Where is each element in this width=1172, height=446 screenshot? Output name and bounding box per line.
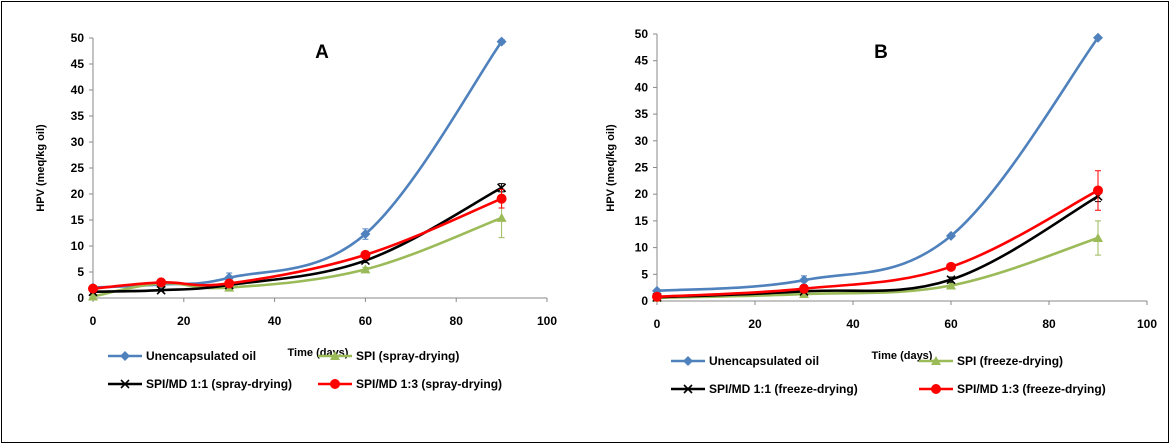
panel-a-x-tick-label: 100 xyxy=(537,314,557,328)
panel-a-series-2-line xyxy=(92,186,503,294)
panel-b-legend-3-swatch-marker xyxy=(931,384,941,394)
panel-b-y-tick-label: 40 xyxy=(635,80,649,94)
panel-a-series-3-point xyxy=(224,278,235,289)
panel-a-y-tick-label: 50 xyxy=(71,31,85,45)
panel-b: B HPV (meq/kg oil) Time (days) 0 5 10 15 20 2… xyxy=(605,27,1157,396)
panel-b-legend-1-swatch-marker xyxy=(931,356,941,365)
panel-a-series-3-point xyxy=(360,249,371,260)
panel-a-title: A xyxy=(315,42,329,63)
panel-a-y-axis-label: HPV (meq/kg oil) xyxy=(35,124,47,212)
panel-b-title: B xyxy=(874,42,888,63)
panel-b-legend-2-swatch-marker xyxy=(683,384,693,394)
panel-b-series-3-point xyxy=(652,291,662,302)
panel-b-series-0-point xyxy=(799,275,809,286)
panel-b-series-3-line xyxy=(656,189,1099,299)
panel-a-x-tick-label: 80 xyxy=(450,314,464,328)
panel-b-y-tick-label: 50 xyxy=(635,27,649,41)
panel-a-y-tick-label: 40 xyxy=(71,83,85,97)
panel-b-legend-0-swatch-marker xyxy=(683,356,693,366)
panel-a-y-tick-label: 10 xyxy=(71,239,85,253)
panel-b-y-tick-label: 35 xyxy=(635,107,649,121)
panel-b-x-tick-label: 0 xyxy=(654,317,661,331)
panel-b-series-3-point xyxy=(946,261,956,272)
panel-a-y-tick-label: 45 xyxy=(71,57,85,71)
panel-b-y-tick-label: 30 xyxy=(635,134,649,148)
panel-a-series-3-line xyxy=(92,197,503,290)
panel-a-series-0-point xyxy=(496,36,507,47)
panel-a: A HPV (meq/kg oil) Time (days) 051015202… xyxy=(35,31,557,391)
panel-a-series-3-point xyxy=(156,277,167,288)
panel-b-legend-2-label: SPI/MD 1:1 (freeze-drying) xyxy=(709,382,858,396)
panel-a-legend-1-swatch-marker xyxy=(330,351,340,360)
panel-a-y-tick-label: 0 xyxy=(77,291,84,305)
panel-b-x-tick-label: 80 xyxy=(1042,317,1056,331)
panel-a-y-tick-label: 20 xyxy=(71,187,85,201)
panel-a-series-1-line xyxy=(92,216,503,298)
panel-b-x-tick-label: 20 xyxy=(748,317,762,331)
panel-b-series-3-point xyxy=(1093,185,1103,196)
panel-a-x-tick-label: 60 xyxy=(359,314,373,328)
panel-a-series-1-point xyxy=(360,264,371,274)
panel-a-series-2-point xyxy=(497,183,507,193)
panel-a-x-tick-label: 20 xyxy=(177,314,191,328)
panel-b-y-tick-label: 10 xyxy=(635,241,649,255)
panel-a-x-tick-label: 0 xyxy=(90,314,97,328)
panel-a-y-tick-label: 15 xyxy=(71,213,85,227)
panel-b-series-3-point xyxy=(799,283,809,294)
panel-a-series-1-point xyxy=(496,212,507,222)
panel-a-legend-2-swatch-marker xyxy=(120,379,130,389)
panel-a-series-0-line xyxy=(92,40,503,289)
panel-a-y-tick-label: 30 xyxy=(71,135,85,149)
panel-b-series-1-point xyxy=(1093,232,1103,242)
panel-b-y-tick-label: 15 xyxy=(635,214,649,228)
panel-b-y-axis-label: HPV (meq/kg oil) xyxy=(605,124,617,212)
panel-b-y-tick-label: 5 xyxy=(641,267,648,281)
panel-a-legend-0-swatch-marker xyxy=(120,351,130,361)
panel-a-series-3-point xyxy=(496,193,507,204)
panel-b-x-tick-label: 60 xyxy=(944,317,958,331)
panel-b-x-axis-label: Time (days) xyxy=(872,350,933,362)
panel-b-x-tick-label: 40 xyxy=(846,317,860,331)
panel-b-y-tick-label: 20 xyxy=(635,187,649,201)
panel-b-legend-1-label: SPI (freeze-drying) xyxy=(957,354,1063,368)
panel-b-series-0-point xyxy=(946,230,956,241)
panel-a-series-0-point xyxy=(360,229,371,240)
panel-a-legend-1-label: SPI (spray-drying) xyxy=(356,349,459,363)
panel-a-legend-0-label: Unencapsulated oil xyxy=(146,349,256,363)
panel-a-series-3-point xyxy=(88,283,98,294)
panel-a-legend-3-swatch-marker xyxy=(330,379,340,389)
panel-a-series-1-point xyxy=(88,291,98,301)
panel-b-series-1-line xyxy=(656,236,1099,300)
panel-b-x-tick-label: 100 xyxy=(1137,317,1157,331)
panel-b-y-tick-label: 25 xyxy=(635,161,649,175)
panel-a-y-tick-label: 5 xyxy=(77,265,84,279)
panel-a-series-2-point xyxy=(156,285,166,295)
panel-a-x-tick-label: 40 xyxy=(268,314,282,328)
panel-b-series-0-line xyxy=(656,36,1100,293)
panel-b-legend-0-label: Unencapsulated oil xyxy=(709,354,819,368)
panel-b-series-2-point xyxy=(946,275,956,285)
panel-a-legend-3-label: SPI/MD 1:3 (spray-drying) xyxy=(356,377,502,391)
panel-a-y-tick-label: 25 xyxy=(71,161,85,175)
panel-a-legend-2-label: SPI/MD 1:1 (spray-drying) xyxy=(146,377,292,391)
panel-b-y-tick-label: 0 xyxy=(641,294,648,308)
panel-b-legend-3-label: SPI/MD 1:3 (freeze-drying) xyxy=(957,382,1106,396)
panel-b-series-0-point xyxy=(1093,32,1103,43)
panel-b-y-tick-label: 45 xyxy=(635,54,649,68)
panel-b-series-1-point xyxy=(946,280,956,290)
panel-a-y-tick-label: 35 xyxy=(71,109,85,123)
